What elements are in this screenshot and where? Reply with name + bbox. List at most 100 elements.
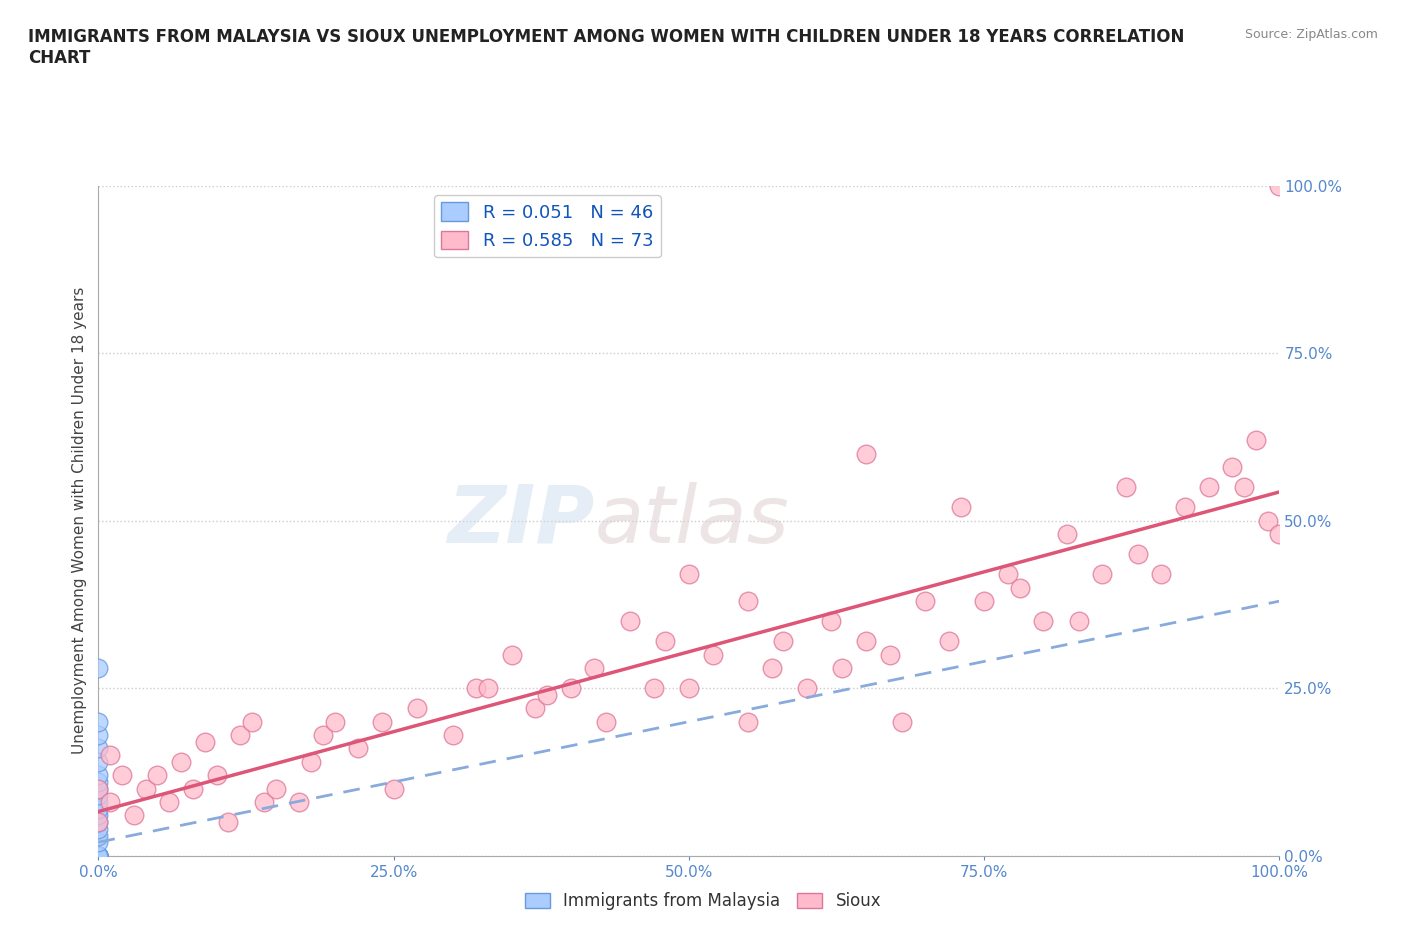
Point	[87, 781, 110, 796]
Point	[1174, 500, 1197, 515]
Point	[194, 735, 217, 750]
Point	[938, 634, 960, 649]
Point	[973, 593, 995, 608]
Legend: Immigrants from Malaysia, Sioux: Immigrants from Malaysia, Sioux	[519, 885, 887, 917]
Point	[87, 781, 110, 796]
Point	[87, 848, 110, 863]
Point	[382, 781, 405, 796]
Point	[87, 848, 110, 863]
Point	[1150, 567, 1173, 582]
Point	[98, 794, 121, 809]
Point	[1233, 480, 1256, 495]
Point	[737, 593, 759, 608]
Point	[879, 647, 901, 662]
Point	[87, 848, 110, 863]
Text: IMMIGRANTS FROM MALAYSIA VS SIOUX UNEMPLOYMENT AMONG WOMEN WITH CHILDREN UNDER 1: IMMIGRANTS FROM MALAYSIA VS SIOUX UNEMPL…	[28, 28, 1184, 67]
Point	[87, 660, 110, 675]
Point	[583, 660, 606, 675]
Point	[997, 567, 1019, 582]
Point	[87, 848, 110, 863]
Point	[87, 794, 110, 809]
Point	[1008, 580, 1031, 595]
Point	[288, 794, 311, 809]
Point	[111, 768, 134, 783]
Point	[122, 808, 145, 823]
Point	[87, 848, 110, 863]
Point	[229, 727, 252, 742]
Point	[643, 681, 665, 696]
Text: ZIP: ZIP	[447, 482, 595, 560]
Point	[87, 848, 110, 863]
Point	[87, 848, 110, 863]
Point	[87, 848, 110, 863]
Point	[87, 714, 110, 729]
Point	[1244, 433, 1267, 448]
Point	[441, 727, 464, 742]
Point	[595, 714, 617, 729]
Point	[87, 848, 110, 863]
Point	[87, 727, 110, 742]
Point	[98, 748, 121, 763]
Point	[87, 848, 110, 863]
Point	[87, 848, 110, 863]
Point	[87, 848, 110, 863]
Point	[619, 614, 641, 629]
Point	[371, 714, 394, 729]
Point	[406, 701, 429, 716]
Point	[87, 848, 110, 863]
Point	[205, 768, 228, 783]
Point	[820, 614, 842, 629]
Point	[678, 681, 700, 696]
Point	[217, 815, 239, 830]
Point	[855, 446, 877, 461]
Point	[1268, 179, 1291, 193]
Point	[253, 794, 276, 809]
Point	[87, 788, 110, 803]
Point	[87, 835, 110, 850]
Point	[831, 660, 853, 675]
Point	[1032, 614, 1054, 629]
Point	[1220, 459, 1243, 474]
Text: atlas: atlas	[595, 482, 789, 560]
Point	[855, 634, 877, 649]
Point	[87, 815, 110, 830]
Point	[87, 821, 110, 836]
Point	[536, 687, 558, 702]
Point	[323, 714, 346, 729]
Point	[87, 828, 110, 843]
Point	[914, 593, 936, 608]
Point	[524, 701, 547, 716]
Point	[87, 768, 110, 783]
Point	[678, 567, 700, 582]
Point	[87, 848, 110, 863]
Point	[737, 714, 759, 729]
Point	[135, 781, 157, 796]
Y-axis label: Unemployment Among Women with Children Under 18 years: Unemployment Among Women with Children U…	[72, 287, 87, 754]
Point	[87, 848, 110, 863]
Point	[87, 848, 110, 863]
Point	[87, 808, 110, 823]
Point	[312, 727, 335, 742]
Text: Source: ZipAtlas.com: Source: ZipAtlas.com	[1244, 28, 1378, 41]
Point	[87, 848, 110, 863]
Point	[465, 681, 488, 696]
Point	[1257, 513, 1279, 528]
Point	[796, 681, 818, 696]
Point	[654, 634, 676, 649]
Point	[240, 714, 263, 729]
Point	[181, 781, 204, 796]
Point	[146, 768, 169, 783]
Point	[949, 500, 972, 515]
Point	[1198, 480, 1220, 495]
Point	[87, 754, 110, 769]
Point	[87, 848, 110, 863]
Point	[87, 848, 110, 863]
Point	[87, 848, 110, 863]
Point	[87, 848, 110, 863]
Point	[87, 848, 110, 863]
Point	[1056, 526, 1078, 541]
Point	[264, 781, 287, 796]
Point	[157, 794, 180, 809]
Point	[1268, 526, 1291, 541]
Point	[87, 848, 110, 863]
